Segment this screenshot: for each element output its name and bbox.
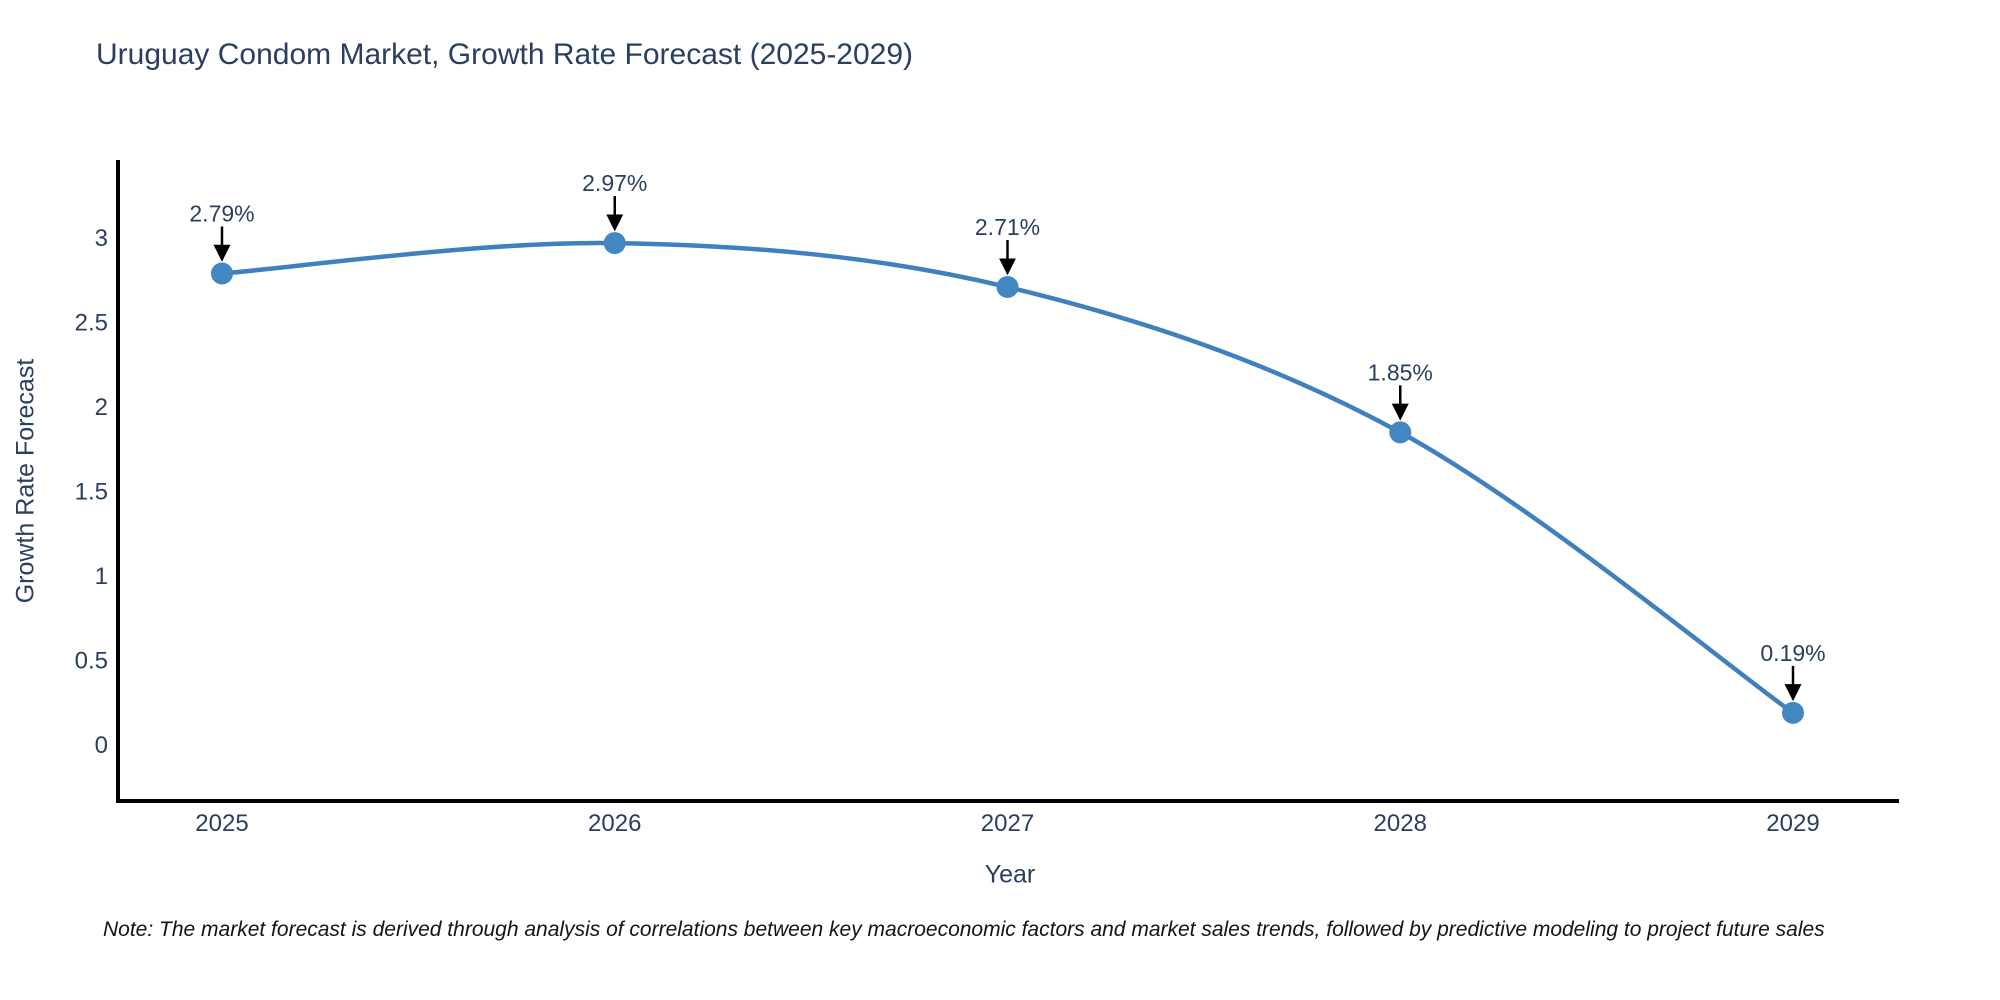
data-point-marker bbox=[603, 232, 626, 255]
y-tick-label: 2 bbox=[95, 394, 108, 421]
y-tick-label: 0 bbox=[95, 732, 108, 759]
data-point-marker bbox=[1389, 421, 1412, 444]
y-tick-label: 1 bbox=[95, 563, 108, 590]
series-group bbox=[211, 232, 1804, 724]
annotation-label: 0.19% bbox=[1760, 640, 1825, 666]
annotation-label: 2.79% bbox=[189, 200, 254, 226]
data-point-marker bbox=[996, 276, 1019, 299]
annotation-label: 1.85% bbox=[1368, 359, 1433, 385]
x-axis-title: Year bbox=[984, 860, 1036, 889]
y-tick-label: 0.5 bbox=[75, 648, 108, 675]
annotations-group: 2.79% 2.97% 2.71% 1.85% 0.19% bbox=[189, 170, 1826, 702]
y-tick-label: 2.5 bbox=[75, 310, 108, 337]
x-tick-label: 2026 bbox=[588, 810, 641, 837]
x-tick-label: 2028 bbox=[1374, 810, 1427, 837]
y-axis-title: Growth Rate Forecast bbox=[11, 358, 40, 604]
x-tick-label: 2029 bbox=[1766, 810, 1819, 837]
forecast-line bbox=[221, 240, 1795, 715]
x-tick-label: 2025 bbox=[195, 810, 248, 837]
chart-title: Uruguay Condom Market, Growth Rate Forec… bbox=[96, 38, 914, 71]
data-point-marker bbox=[211, 262, 233, 285]
annotation-label: 2.97% bbox=[582, 170, 647, 196]
annotation-label: 2.71% bbox=[975, 214, 1040, 240]
x-tick-label: 2027 bbox=[981, 810, 1034, 837]
y-tick-label: 1.5 bbox=[75, 479, 108, 506]
axes-group: 0 0.5 1 1.5 2 2.5 3 2025 2026 2027 2028 2029 bbox=[75, 160, 1899, 837]
footnote: Note: The market forecast is derived thr… bbox=[103, 918, 1825, 941]
data-point-marker bbox=[1782, 701, 1804, 724]
y-tick-label: 3 bbox=[95, 225, 108, 252]
